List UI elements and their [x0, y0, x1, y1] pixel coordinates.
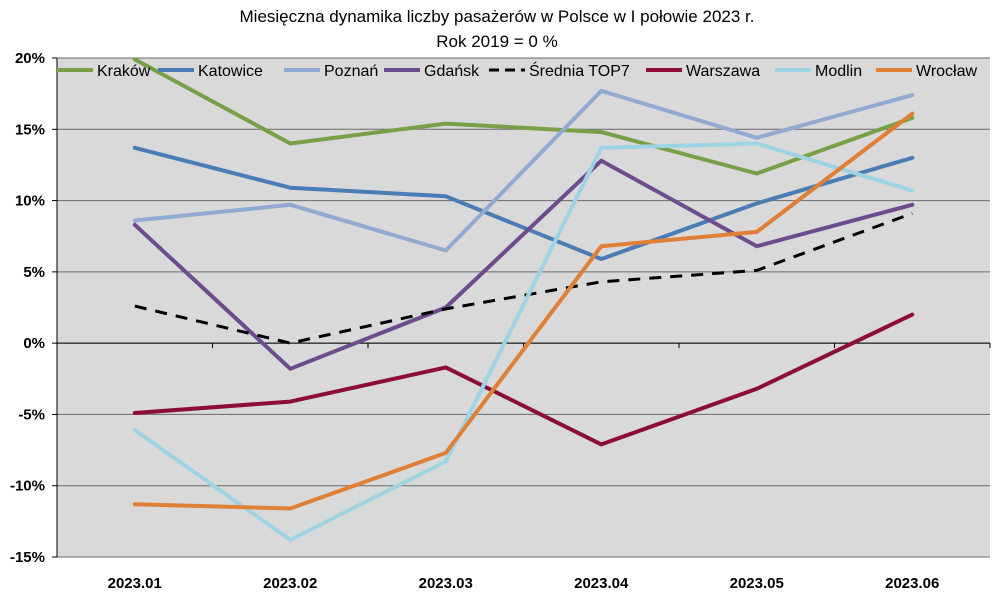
x-tick-label: 2023.05 — [730, 575, 784, 592]
legend-label: Średnia TOP7 — [529, 61, 630, 80]
x-tick-label: 2023.06 — [885, 575, 939, 592]
series-line — [132, 145, 915, 261]
y-tick-label: 5% — [23, 264, 45, 281]
legend-label: Kraków — [97, 63, 151, 80]
x-tick-label: 2023.04 — [574, 575, 629, 592]
series-line — [132, 88, 915, 253]
series-lines — [132, 57, 915, 542]
y-tick-label: -15% — [10, 549, 45, 566]
legend-label: Katowice — [198, 63, 263, 80]
y-tick-label: -10% — [10, 478, 45, 495]
axes: -15% -10% -5% 0% 5% 10% 15% 20% 2023.01 2023.02 20… — [10, 50, 991, 592]
legend-label: Warszawa — [686, 63, 760, 80]
legend: Kraków Katowice Poznań Gdańsk Średnia TOP7 Wa… — [57, 61, 977, 80]
legend-label: Gdańsk — [424, 63, 480, 80]
series-line — [132, 312, 915, 447]
chart-title: Miesięczna dynamika liczby pasażerów w P… — [240, 7, 755, 26]
series-line — [132, 111, 915, 511]
x-tick-label: 2023.02 — [263, 575, 317, 592]
legend-label: Poznań — [324, 63, 378, 80]
legend-label: Wrocław — [916, 63, 977, 80]
y-tick-label: 15% — [15, 121, 45, 138]
series-line — [132, 158, 915, 371]
chart-subtitle: Rok 2019 = 0 % — [436, 32, 557, 51]
y-tick-label: 20% — [15, 50, 45, 67]
y-tick-label: 0% — [23, 335, 45, 352]
x-tick-label: 2023.01 — [108, 575, 162, 592]
y-tick-label: 10% — [15, 193, 45, 210]
x-tick-label: 2023.03 — [419, 575, 473, 592]
series-line — [132, 57, 915, 176]
legend-label: Modlin — [815, 63, 862, 80]
series-line — [132, 141, 915, 542]
series-line — [134, 211, 913, 345]
y-tick-label: -5% — [18, 406, 45, 423]
